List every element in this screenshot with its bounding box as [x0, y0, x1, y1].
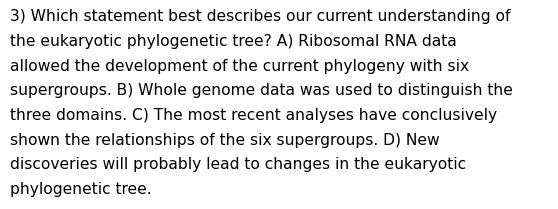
Text: phylogenetic tree.: phylogenetic tree. — [10, 182, 152, 197]
Text: three domains. C) The most recent analyses have conclusively: three domains. C) The most recent analys… — [10, 108, 497, 123]
Text: 3) Which statement best describes our current understanding of: 3) Which statement best describes our cu… — [10, 9, 511, 24]
Text: shown the relationships of the six supergroups. D) New: shown the relationships of the six super… — [10, 133, 440, 148]
Text: supergroups. B) Whole genome data was used to distinguish the: supergroups. B) Whole genome data was us… — [10, 83, 513, 98]
Text: the eukaryotic phylogenetic tree? A) Ribosomal RNA data: the eukaryotic phylogenetic tree? A) Rib… — [10, 34, 457, 49]
Text: allowed the development of the current phylogeny with six: allowed the development of the current p… — [10, 59, 469, 74]
Text: discoveries will probably lead to changes in the eukaryotic: discoveries will probably lead to change… — [10, 157, 466, 172]
